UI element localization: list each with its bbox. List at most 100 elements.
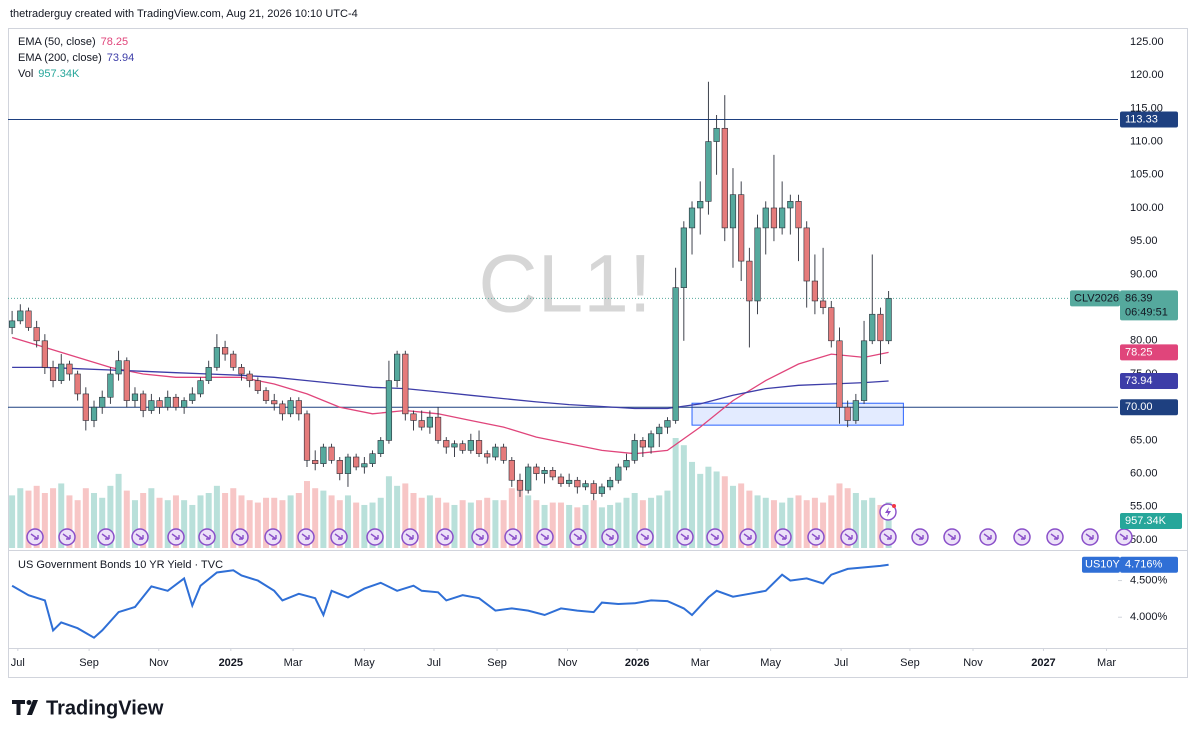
volume-bar: [762, 497, 769, 548]
event-marker: [879, 528, 897, 546]
candle-body: [779, 207, 786, 229]
candle-body: [836, 340, 843, 408]
candle-body: [115, 360, 122, 375]
volume-bar: [508, 488, 515, 548]
event-marker: [264, 528, 282, 546]
event-marker: [330, 528, 348, 546]
candle-body: [148, 400, 155, 411]
candle-body: [475, 440, 483, 454]
candle-body: [230, 353, 237, 368]
candle-body: [402, 353, 409, 415]
event-marker-arrow: [508, 533, 517, 540]
volume-bar: [738, 483, 745, 548]
volume-bar: [123, 490, 130, 548]
candle-body: [74, 373, 81, 395]
event-marker-arrow: [334, 533, 343, 540]
candle-body: [607, 479, 614, 488]
candle-body: [279, 403, 286, 415]
event-marker-arrow: [844, 533, 853, 540]
volume-bar: [607, 504, 614, 548]
y-tick-label: 90.00: [1130, 268, 1158, 280]
candle-body: [828, 307, 835, 342]
x-tick-label: Sep: [79, 657, 99, 669]
event-marker: [58, 528, 76, 546]
volume-bar: [353, 502, 360, 548]
alert-bolt: [885, 507, 891, 517]
event-marker: [911, 528, 929, 546]
volume-bar: [344, 495, 351, 548]
candle-body: [8, 320, 16, 328]
event-marker: [706, 528, 724, 546]
volume-bar: [566, 504, 573, 548]
event-marker: [401, 528, 419, 546]
x-tick-label: Mar: [1097, 657, 1116, 669]
event-marker-arrow: [1085, 533, 1094, 540]
last-price-badge-bg: [1120, 290, 1178, 321]
volume-bar: [271, 497, 278, 548]
volume-bar: [803, 500, 810, 548]
event-marker-arrow: [202, 533, 211, 540]
series-value-badge-bg: [1120, 556, 1178, 573]
candle-body: [303, 413, 311, 461]
event-marker-arrow: [811, 533, 820, 540]
candle-body: [140, 393, 147, 411]
event-marker-arrow: [573, 533, 582, 540]
volume-bar: [467, 502, 474, 548]
volume-bar: [369, 502, 376, 548]
candle-body: [623, 460, 630, 468]
volume-bar: [713, 471, 720, 548]
candle-body: [410, 413, 417, 421]
candle-body: [197, 380, 204, 395]
candle-body: [721, 127, 728, 229]
candle-body: [213, 347, 220, 368]
volume-bar: [869, 497, 876, 548]
event-marker: [739, 528, 757, 546]
candle-body: [795, 201, 802, 229]
volume-badge: 957.34K: [1125, 515, 1167, 527]
volume-bar: [402, 483, 409, 548]
volume-bar: [74, 500, 81, 548]
event-marker-arrow: [640, 533, 649, 540]
volume-bar: [9, 495, 16, 548]
volume-bar: [574, 507, 581, 548]
volume-bar: [598, 507, 605, 548]
volume-bar: [639, 500, 646, 548]
volume-bar: [484, 497, 491, 548]
candle-body: [885, 298, 892, 342]
volume-bar: [213, 485, 220, 548]
candle-body: [787, 201, 794, 209]
y-tick-label: 65.00: [1130, 434, 1158, 446]
volume-bar: [844, 488, 851, 548]
legend-name: Vol: [18, 68, 33, 80]
volume-badge-bg: [1120, 513, 1182, 529]
event-marker-arrow: [440, 533, 449, 540]
y-tick-label: 105.00: [1130, 169, 1164, 181]
hline-badge: 70.00: [1125, 401, 1153, 413]
legend-name: EMA (50, close): [18, 36, 96, 48]
candle-body: [688, 207, 696, 229]
volume-bar: [115, 473, 122, 548]
volume-bar: [426, 495, 433, 548]
volume-bar: [795, 495, 802, 548]
volume-bar: [312, 488, 319, 548]
candle-body: [353, 456, 360, 468]
ema-line: [11, 336, 889, 455]
candle-body: [58, 363, 65, 381]
candle-body: [295, 400, 302, 415]
candle-body: [615, 466, 622, 481]
volume-bar: [279, 500, 286, 548]
event-marker: [601, 528, 619, 546]
volume-bar: [443, 502, 450, 548]
candle-body: [762, 207, 769, 229]
event-marker-arrow: [605, 533, 614, 540]
candle-body: [90, 406, 98, 421]
event-marker: [569, 528, 587, 546]
volume-bar: [459, 500, 466, 548]
candle-body: [262, 390, 270, 401]
event-marker-arrow: [30, 533, 39, 540]
candle-body: [221, 347, 229, 355]
event-marker: [26, 528, 44, 546]
candle-body: [336, 460, 343, 474]
